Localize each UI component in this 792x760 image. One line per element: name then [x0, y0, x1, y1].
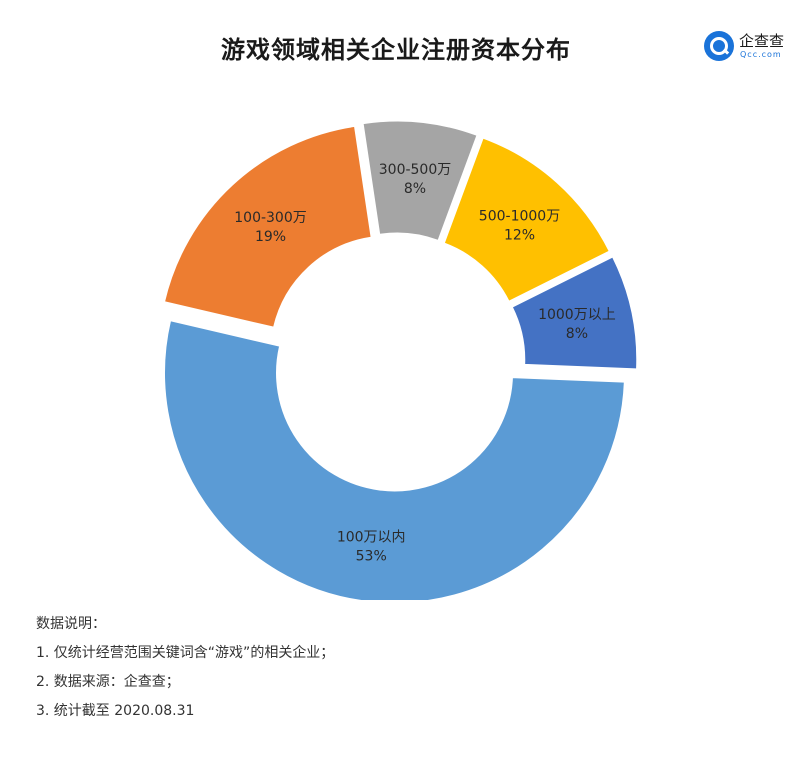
donut-slice: [362, 120, 478, 242]
donut-slice: [443, 137, 610, 302]
donut-slice: [511, 256, 638, 370]
slice-percent-label: 53%: [356, 548, 387, 564]
slice-category-label: 300-500万: [379, 162, 452, 178]
data-notes: 数据说明： 1. 仅统计经营范围关键词含“游戏”的相关企业； 2. 数据来源：企…: [36, 610, 334, 726]
slice-category-label: 100万以内: [337, 529, 406, 545]
slice-percent-label: 8%: [566, 326, 588, 342]
note-item: 2. 数据来源：企查查；: [36, 674, 180, 690]
logo-name: 企查查: [739, 32, 785, 50]
slice-percent-label: 8%: [404, 181, 426, 197]
donut-chart: 300-500万 8% 500-1000万 12% 1000万以上 8% 100万以内 53%…: [163, 120, 638, 600]
slice-category-label: 100-300万: [234, 210, 307, 226]
notes-heading: 数据说明：: [36, 616, 106, 632]
slice-percent-label: 19%: [255, 229, 286, 245]
note-item: 3. 统计截至 2020.08.31: [36, 703, 195, 719]
slice-percent-label: 12%: [504, 227, 535, 243]
magnifier-logo-icon: [704, 31, 734, 61]
logo-url: Qcc.com: [740, 50, 782, 59]
donut-slice: [163, 125, 372, 328]
slice-category-label: 1000万以上: [538, 307, 616, 323]
slice-category-label: 500-1000万: [479, 208, 560, 224]
donut-slice: [164, 320, 625, 600]
note-item: 1. 仅统计经营范围关键词含“游戏”的相关企业；: [36, 645, 335, 661]
qcc-logo: 企查查 Qcc.com: [704, 30, 790, 64]
chart-title: 游戏领域相关企业注册资本分布: [221, 36, 571, 64]
